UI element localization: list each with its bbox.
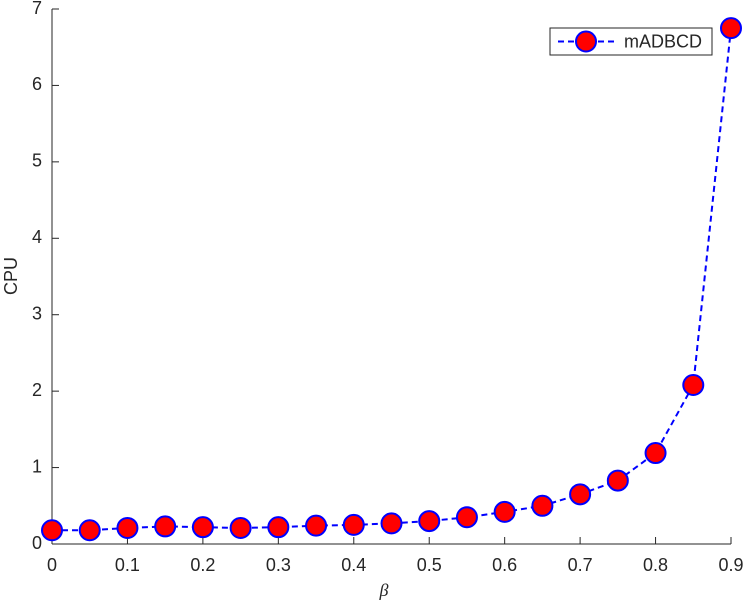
x-tick-label: 0.9 <box>718 555 743 575</box>
y-tick-label: 4 <box>32 227 42 247</box>
point <box>682 374 705 397</box>
point <box>531 494 554 517</box>
x-tick-label: 0.3 <box>266 555 291 575</box>
point <box>41 519 63 542</box>
point <box>154 515 177 538</box>
y-tick-label: 0 <box>32 533 42 553</box>
point <box>267 516 290 539</box>
y-tick-label: 5 <box>32 151 42 171</box>
series-line <box>52 28 732 532</box>
y-tick-label: 7 <box>32 0 42 18</box>
point <box>418 510 441 533</box>
x-tick-label: 0.4 <box>341 555 366 575</box>
y-tick-label: 6 <box>32 74 42 94</box>
x-tick-label: 0.6 <box>492 555 517 575</box>
x-axis-label: β <box>379 580 389 600</box>
point <box>116 516 139 539</box>
x-tick-label: 0.2 <box>190 555 215 575</box>
x-tick-label: 0.1 <box>115 555 140 575</box>
point <box>229 516 252 539</box>
point <box>78 519 101 542</box>
point <box>191 516 214 539</box>
point <box>305 514 328 537</box>
y-tick-label: 3 <box>32 303 42 323</box>
y-tick-label: 1 <box>32 456 42 476</box>
x-tick-label: 0.7 <box>568 555 593 575</box>
point <box>493 500 516 523</box>
x-tick-label: 0.5 <box>417 555 442 575</box>
point <box>455 506 478 529</box>
y-tick-label: 2 <box>32 380 42 400</box>
x-tick-label: 0.8 <box>643 555 668 575</box>
point <box>342 513 365 536</box>
point <box>569 483 592 506</box>
legend-label: mADBCD <box>624 31 702 51</box>
point <box>720 17 742 40</box>
x-tick-label: 0 <box>47 555 57 575</box>
legend-marker <box>575 30 597 53</box>
point <box>380 512 403 535</box>
point <box>606 469 629 492</box>
y-axis-label: CPU <box>1 257 21 295</box>
point <box>644 442 667 465</box>
